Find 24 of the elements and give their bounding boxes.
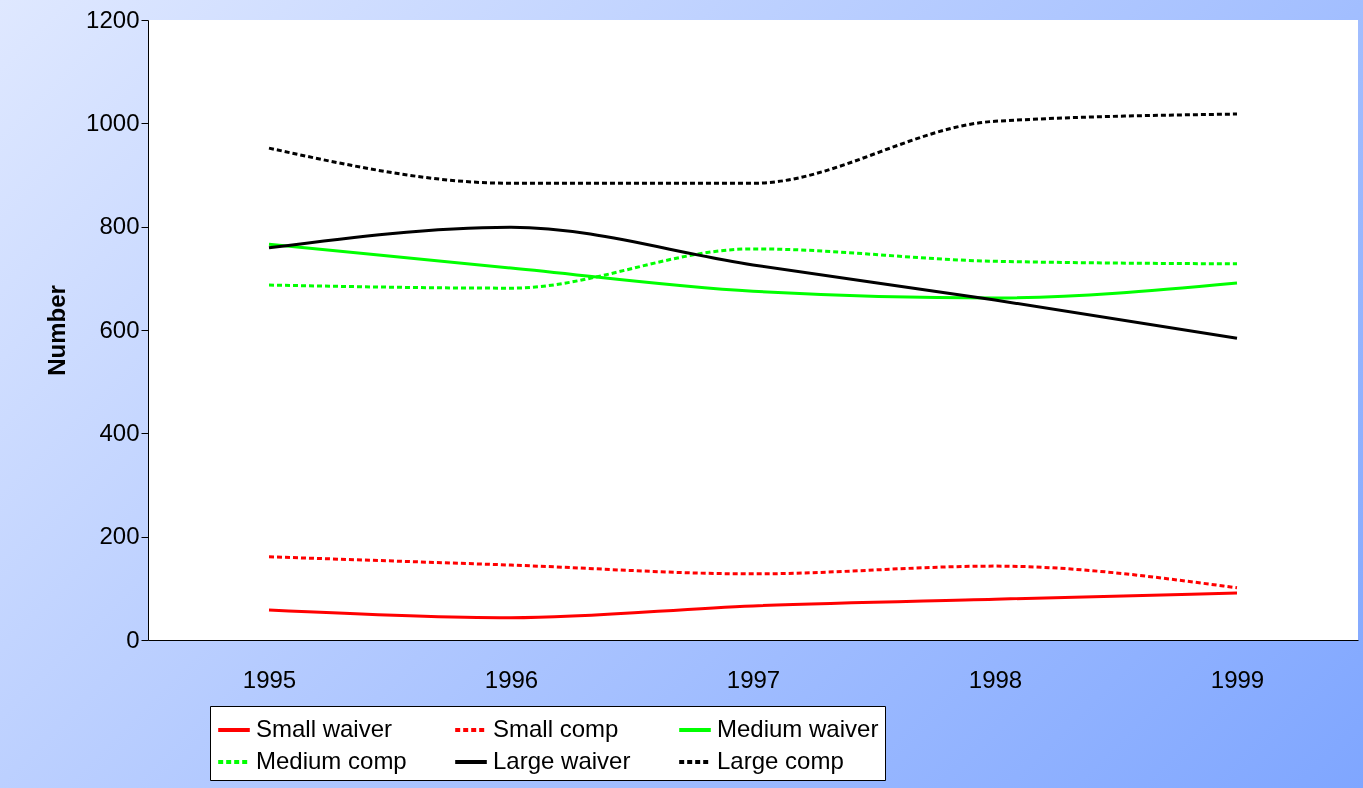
x-tick-label: 1996 [484,665,539,693]
x-tick-label: 1997 [726,665,781,693]
y-tick-label: 0 [126,625,140,653]
y-tick-label: 800 [99,212,140,240]
y-axis-title: Number [43,285,71,376]
x-tick-label: 1995 [242,665,297,693]
line-series [267,242,1239,300]
legend-label: Large comp [717,747,844,774]
x-tick-label: 1999 [1210,665,1265,693]
legend-label: Small comp [493,715,619,742]
legend-label: Small waiver [256,715,393,742]
legend-label: Medium waiver [717,715,879,742]
line-series [267,591,1239,620]
y-tick-label: 600 [99,315,140,343]
legend-label: Medium comp [256,747,407,774]
line-series [267,225,1239,340]
y-tick-label: 1200 [86,5,140,33]
line-series [267,555,1239,590]
line-series [267,112,1239,185]
y-tick-label: 400 [99,418,140,446]
x-tick-label: 1998 [968,665,1023,693]
y-tick-label: 1000 [86,108,140,136]
legend-label: Large waiver [493,747,631,774]
y-tick-label: 200 [99,522,140,550]
